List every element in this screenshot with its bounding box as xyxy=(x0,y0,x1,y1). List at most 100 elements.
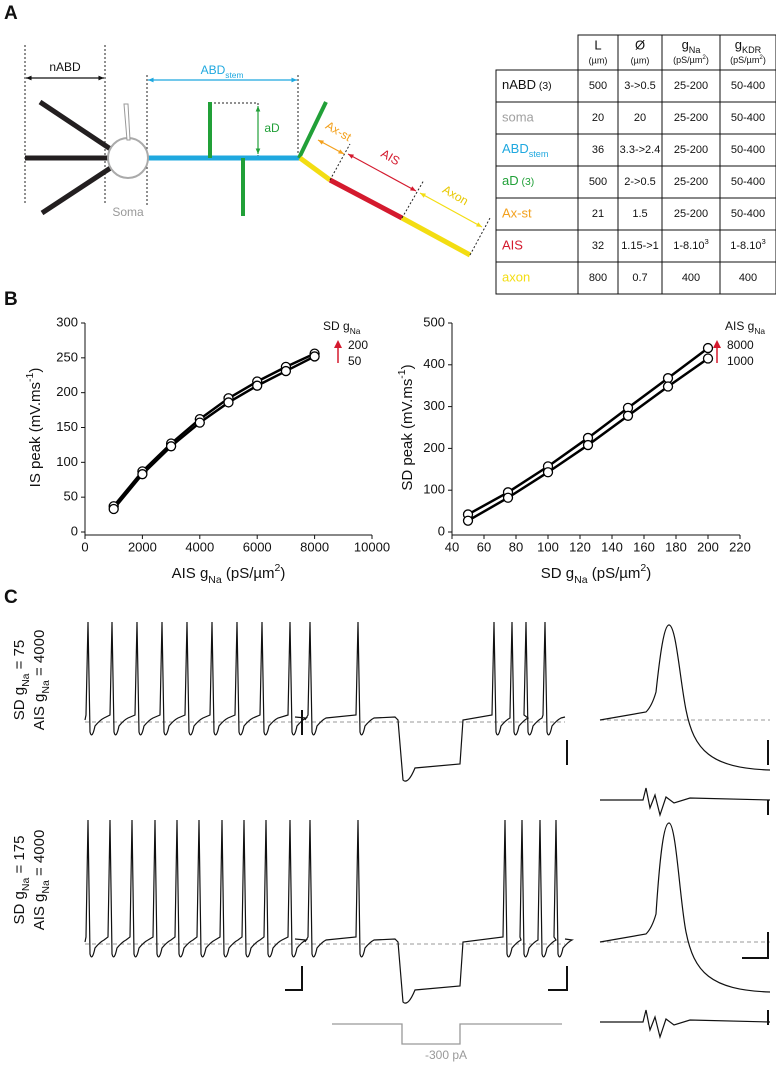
arrow xyxy=(419,192,483,228)
table-value: 50-400 xyxy=(731,176,765,188)
x-tick-label: 4000 xyxy=(185,539,214,554)
table-value: 50-400 xyxy=(731,144,765,156)
x-tick-label: 6000 xyxy=(243,539,272,554)
text-part: 2 xyxy=(640,562,646,574)
x-tick-label: 80 xyxy=(509,539,523,554)
text-part: Na xyxy=(40,680,52,694)
diagram-label: Axon xyxy=(440,182,471,208)
axon-start xyxy=(298,155,332,183)
diagram-label: nABD xyxy=(49,60,81,74)
y-tick-label: 100 xyxy=(423,482,445,497)
arrow-head xyxy=(348,154,354,159)
table-cell xyxy=(719,261,776,295)
table-value: 50-400 xyxy=(731,208,765,220)
arrow-head xyxy=(255,106,261,112)
data-point xyxy=(622,410,634,421)
table-value: 25-200 xyxy=(674,112,708,124)
text-part: 2 xyxy=(275,562,281,574)
data-point xyxy=(252,380,263,391)
text-part: AIS g xyxy=(31,694,48,731)
table-value: 500 xyxy=(589,80,607,92)
action-potential xyxy=(599,624,771,771)
x-tick-label: 140 xyxy=(601,539,623,554)
text-part: = 175 xyxy=(11,836,28,878)
x-tick-label: 8000 xyxy=(300,539,329,554)
series-line xyxy=(112,355,316,510)
text-part: Na xyxy=(20,878,32,892)
table-header-unit: (pS/µm2) xyxy=(730,54,766,65)
text-part: 3 xyxy=(704,237,708,246)
arrow-head xyxy=(291,77,297,83)
legend-arrow-head xyxy=(334,340,342,348)
legend-entry: 1000 xyxy=(727,354,754,368)
nabd-branch xyxy=(38,99,114,153)
text-part: (pS/µm xyxy=(222,565,275,582)
y-tick-label: 300 xyxy=(423,398,445,413)
data-point xyxy=(223,397,234,408)
legend-entry: 200 xyxy=(348,338,368,352)
y-tick-label: 0 xyxy=(438,523,445,538)
arrow-head xyxy=(410,186,416,191)
row-name: nABD (3) xyxy=(502,77,552,92)
text-part: Na xyxy=(350,326,361,336)
arrow-head xyxy=(255,148,261,154)
table-header: Ø xyxy=(635,37,645,52)
derivative xyxy=(600,787,771,818)
neuron-diagram: nABD ABDstem aD Soma Ax-st AIS Axon xyxy=(24,45,491,258)
text-part: = 75 xyxy=(11,640,28,674)
text-part: -1 xyxy=(24,373,36,382)
table-value: 50-400 xyxy=(731,112,765,124)
arrow-head xyxy=(98,75,104,81)
trace-label: SD gNa = 175 xyxy=(11,836,32,925)
guide xyxy=(210,102,259,158)
text-part: AIS g xyxy=(725,319,754,333)
text-part: = 4000 xyxy=(31,630,48,680)
text-part: ABD xyxy=(201,63,226,77)
arrow-head xyxy=(476,222,482,227)
text-part: (pS/µm xyxy=(730,55,759,65)
arrow-head xyxy=(318,140,324,145)
diagram-label: aD xyxy=(264,121,280,135)
text-part: SD g xyxy=(11,891,28,924)
table-value: 25-200 xyxy=(674,144,708,156)
x-tick-label: 2000 xyxy=(128,539,157,554)
y-tick-label: 500 xyxy=(423,314,445,329)
table-value: 20 xyxy=(634,112,646,124)
text-part: aD xyxy=(502,173,519,188)
table-value: 36 xyxy=(592,144,604,156)
text-part: KDR xyxy=(742,45,762,55)
table-value: 25-200 xyxy=(674,80,708,92)
table-header-unit: (µm) xyxy=(589,55,608,65)
text-part: 1-8.10 xyxy=(673,240,704,252)
row-name: ABDstem xyxy=(502,141,548,159)
y-tick-label: 0 xyxy=(71,523,78,538)
scale-bar xyxy=(285,966,303,991)
text-part: SD g xyxy=(11,687,28,720)
table-header: gKDR xyxy=(735,37,762,55)
data-point xyxy=(702,353,714,364)
text-part: ) xyxy=(706,55,709,65)
table-value: 0.7 xyxy=(632,272,647,284)
text-part: Na xyxy=(574,574,588,586)
data-point xyxy=(542,467,554,478)
table-value: 1.15->1 xyxy=(621,240,659,252)
action-potential xyxy=(599,822,771,993)
text-part: ) xyxy=(646,565,651,582)
table-value: 25-200 xyxy=(674,208,708,220)
table-value: 2->0.5 xyxy=(624,176,656,188)
y-tick-label: 100 xyxy=(56,454,78,469)
y-tick-label: 50 xyxy=(64,489,78,504)
table-header-unit: (pS/µm2) xyxy=(673,54,709,65)
y-axis-label: SD peak (mV.ms-1) xyxy=(396,364,416,490)
arrow-head xyxy=(26,75,32,81)
table-value: 500 xyxy=(589,176,607,188)
x-tick-label: 200 xyxy=(697,539,719,554)
trace xyxy=(304,819,574,1004)
y-tick-label: 400 xyxy=(423,356,445,371)
text-part: SD g xyxy=(541,565,574,582)
y-tick-label: 150 xyxy=(56,419,78,434)
legend-title: SD gNa xyxy=(323,319,361,336)
text-part: 1-8.10 xyxy=(730,240,761,252)
derivative xyxy=(600,1009,771,1040)
current-step xyxy=(332,1023,562,1045)
